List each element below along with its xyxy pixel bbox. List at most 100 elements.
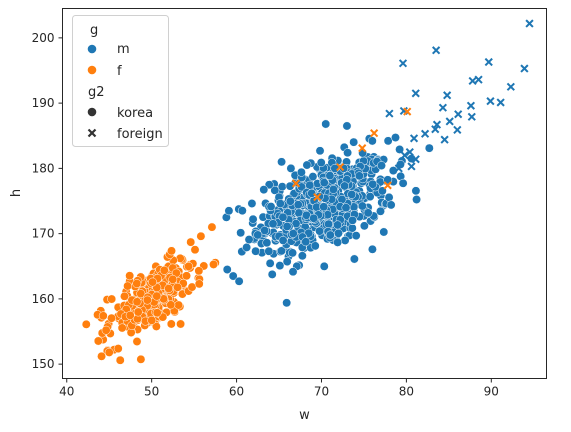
data-point-korea [333, 228, 343, 238]
data-point-korea [113, 344, 123, 354]
data-point-stroke [454, 110, 463, 119]
data-point-korea [101, 325, 111, 335]
data-point-korea [209, 260, 218, 269]
data-point-foreign [420, 129, 430, 138]
data-point-stroke [432, 120, 442, 129]
data-point-korea [190, 245, 200, 255]
data-point-korea [142, 295, 152, 305]
data-point-korea [123, 281, 133, 291]
data-point-korea [383, 136, 393, 146]
data-point-stroke [486, 97, 495, 106]
data-point-korea [173, 282, 183, 292]
data-point-korea [282, 257, 292, 267]
data-point-korea [222, 265, 232, 274]
y-tick-label: 170 [32, 227, 55, 241]
data-point-stroke [336, 162, 345, 172]
data-point-korea [151, 322, 161, 331]
data-point-korea [293, 200, 303, 210]
data-point-stroke [403, 107, 412, 116]
data-point-korea [93, 336, 103, 346]
legend-marker-foreign [87, 128, 97, 138]
data-point-korea [251, 246, 261, 256]
data-point-korea [265, 258, 275, 268]
data-point-korea [152, 308, 162, 318]
data-point-foreign [405, 147, 414, 157]
data-point-stroke [484, 57, 493, 67]
data-point-korea [391, 133, 400, 142]
data-point-foreign [520, 64, 529, 73]
data-point-foreign [454, 110, 463, 119]
data-point-korea [282, 298, 292, 308]
data-point-korea [207, 222, 217, 232]
data-point-stroke [405, 147, 414, 157]
data-point-korea [270, 185, 280, 195]
y-tick-label: 150 [32, 357, 55, 371]
x-tick-label: 60 [229, 385, 244, 399]
data-point-foreign [385, 109, 394, 118]
data-point-foreign [467, 112, 476, 121]
data-point-korea [325, 230, 335, 240]
y-tick-label: 190 [32, 96, 55, 110]
data-point-stroke [411, 155, 420, 164]
data-point-korea [377, 161, 386, 171]
data-point-korea [341, 203, 351, 213]
data-point-stroke [431, 125, 440, 134]
data-point-korea [328, 184, 338, 194]
data-point-korea [321, 119, 331, 129]
data-point-foreign [445, 117, 454, 126]
data-point-korea [107, 294, 117, 304]
data-point-korea [278, 212, 288, 222]
data-point-korea [136, 289, 146, 299]
data-point-foreign [506, 82, 515, 91]
x-tick-label: 80 [399, 385, 414, 399]
data-point-korea [376, 206, 385, 216]
data-point-korea [348, 215, 357, 225]
data-point-foreign [466, 101, 476, 110]
data-point-korea [120, 291, 129, 301]
data-point-korea [316, 158, 326, 168]
data-point-korea [357, 201, 367, 211]
data-point-stroke [394, 164, 403, 173]
data-point-korea [288, 229, 298, 238]
data-point-korea [176, 319, 186, 329]
data-point-korea [152, 291, 162, 301]
data-point-stroke [474, 75, 483, 84]
legend-label-f: f [117, 64, 122, 79]
data-point-korea [325, 171, 335, 181]
data-point-korea [296, 167, 306, 177]
data-point-korea [347, 189, 357, 199]
data-point-korea [307, 188, 317, 198]
data-point-korea [184, 261, 194, 271]
data-point-foreign [453, 125, 462, 134]
legend-label-m: m [117, 42, 130, 57]
data-point-korea [125, 271, 135, 281]
data-point-korea [81, 319, 91, 329]
x-tick-label: 40 [59, 385, 74, 399]
data-point-korea [301, 237, 311, 247]
y-tick-label: 200 [32, 31, 55, 45]
data-point-korea [237, 206, 247, 216]
data-point-korea [319, 178, 329, 188]
data-point-korea [368, 179, 378, 189]
data-point-korea [166, 300, 176, 310]
data-point-foreign [496, 98, 505, 107]
legend-marker-m [87, 44, 97, 54]
data-point-korea [253, 230, 263, 240]
data-point-korea [148, 277, 158, 287]
data-point-korea [310, 241, 320, 251]
data-point-stroke [438, 103, 448, 112]
data-point-korea [365, 192, 375, 202]
x-tick-label: 90 [484, 385, 499, 399]
data-point-foreign [291, 179, 301, 188]
data-point-korea [266, 202, 276, 212]
data-point-korea [309, 213, 319, 223]
data-point-korea [117, 323, 127, 333]
data-point-korea [136, 354, 146, 364]
data-point-foreign [383, 181, 392, 190]
data-point-korea [264, 246, 274, 256]
y-tick-label: 180 [32, 161, 55, 175]
data-point-korea [147, 315, 157, 325]
data-point-korea [168, 274, 178, 284]
data-point-korea [132, 297, 142, 307]
